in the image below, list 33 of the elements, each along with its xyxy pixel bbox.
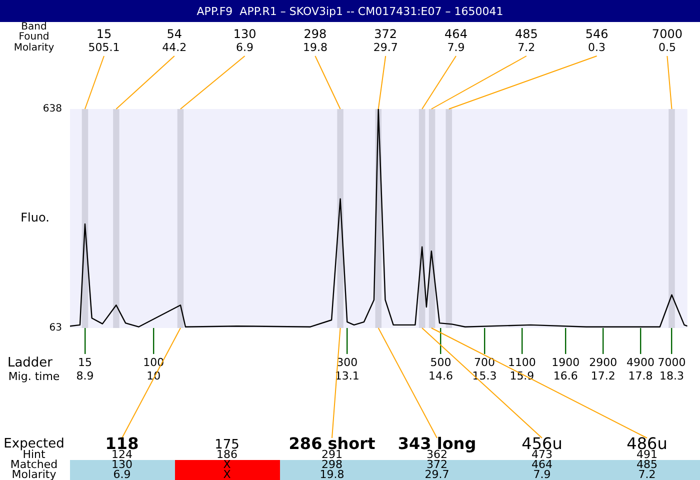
- text: Ladder: [7, 355, 54, 370]
- x-tick-label: 17.2: [590, 369, 616, 382]
- x-tick-label: 18.3: [660, 369, 684, 382]
- y-axis-title: Fluo.: [20, 210, 50, 225]
- text: Band: [21, 22, 47, 33]
- annotation: 485 7.2: [514, 27, 538, 54]
- x-tick-label: 8.9: [76, 369, 94, 382]
- x-tick-label: 15.3: [472, 369, 497, 382]
- text: Found: [18, 32, 50, 43]
- text: 4900: [626, 356, 655, 369]
- text: 2900: [589, 356, 618, 369]
- text: 7000: [658, 356, 686, 369]
- text: Molarity: [14, 42, 54, 54]
- text: 700: [474, 356, 495, 369]
- annotation: 298 19.8: [302, 27, 328, 54]
- annotation: 464 7.9: [444, 27, 468, 54]
- x-tick-label: 14.6: [428, 369, 454, 382]
- text: 1100: [508, 356, 536, 369]
- annotation: 130 6.9: [233, 27, 256, 54]
- text: 15: [78, 356, 92, 369]
- chart-title: APP.F9 APP.R1 – SKOV3ip1 -- CM017431:E07 – 1650041: [196, 4, 504, 18]
- y-tick-label: 638: [42, 104, 62, 115]
- x-axis-title: Mig. time: [8, 370, 60, 383]
- annotation: 54 44.2: [162, 27, 187, 54]
- y-tick-label: 63: [49, 322, 62, 334]
- annotation: 372 29.7: [373, 27, 398, 54]
- x-tick-label: 17.8: [628, 369, 653, 382]
- annotation: 15 505.1: [88, 27, 120, 54]
- text: 1900: [552, 356, 580, 369]
- text: 500: [430, 356, 452, 369]
- x-tick-label: 16.6: [553, 369, 578, 382]
- annotation: 7000 0.5: [652, 27, 682, 54]
- annotation: 546 0.3: [585, 27, 608, 54]
